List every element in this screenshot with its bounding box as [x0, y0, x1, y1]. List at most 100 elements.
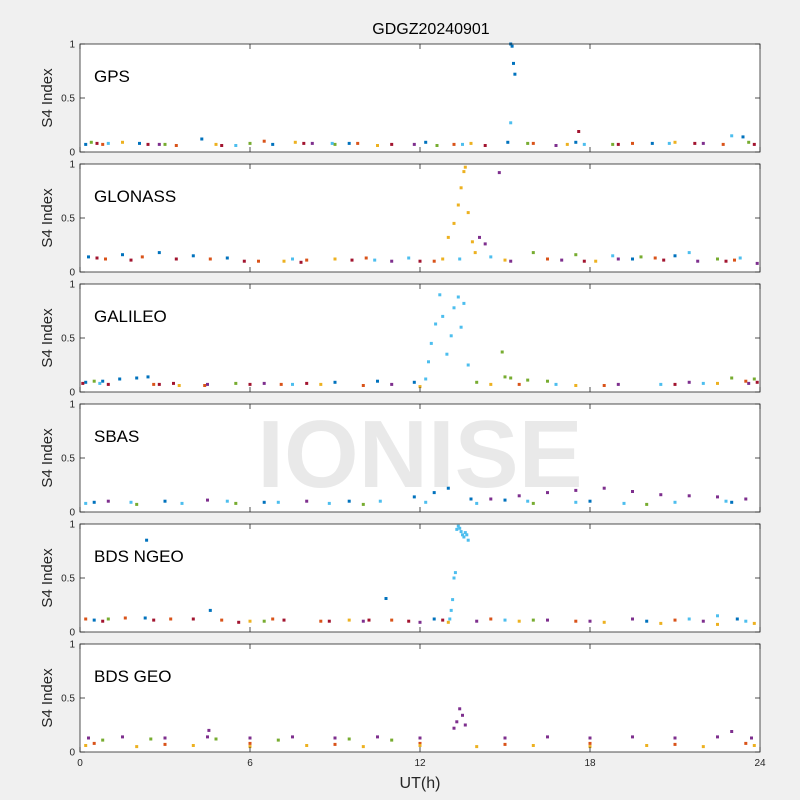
data-point	[466, 363, 470, 367]
data-point	[149, 737, 153, 741]
panel-3: 0 0.5 1 SBAS S4 Index	[39, 400, 761, 519]
data-point	[140, 255, 144, 259]
data-point	[92, 618, 96, 622]
data-point	[333, 736, 337, 740]
panel-0: 0 0.5 1 GPS S4 Index	[39, 40, 761, 159]
data-point	[248, 745, 252, 749]
data-point	[616, 142, 620, 146]
data-point	[673, 140, 677, 144]
data-point	[716, 622, 719, 626]
panels-group: 0 0.5 1 GPS S4 Index 0 0.5 1 GLONASS S4 Index 0 0.5…	[39, 40, 766, 770]
data-point	[248, 141, 252, 145]
x-tick-label: 18	[584, 758, 596, 769]
data-point	[602, 384, 606, 387]
panel-4: 0 0.5 1 BDS NGEO S4 Index	[39, 520, 761, 639]
data-point	[89, 140, 93, 144]
data-point	[531, 251, 535, 255]
x-tick-label: 24	[754, 758, 766, 769]
data-point	[424, 500, 428, 504]
data-point	[163, 499, 167, 503]
data-point	[506, 140, 510, 144]
data-point	[152, 618, 156, 622]
data-point	[554, 382, 558, 386]
data-point	[242, 259, 246, 263]
y-tick-label: 1	[69, 640, 75, 651]
data-point	[662, 258, 666, 262]
y-axis-label: S4 Index	[39, 188, 56, 248]
y-tick-label: 1	[69, 520, 75, 531]
panel-label: SBAS	[94, 427, 139, 446]
data-point	[513, 72, 517, 76]
data-point	[478, 235, 481, 239]
data-point	[639, 255, 643, 259]
data-point	[145, 538, 149, 542]
data-point	[452, 306, 456, 310]
data-point	[687, 494, 691, 498]
data-point	[574, 500, 578, 504]
data-point	[214, 737, 218, 741]
data-point	[489, 255, 493, 259]
data-point	[503, 498, 507, 502]
data-point	[645, 744, 649, 747]
data-point	[92, 741, 96, 745]
data-point	[390, 382, 394, 386]
data-point	[361, 502, 365, 506]
y-tick-label: 0	[69, 148, 75, 159]
data-point	[463, 723, 467, 727]
data-point	[452, 726, 456, 730]
data-point	[449, 608, 453, 612]
data-point	[376, 735, 379, 739]
data-point	[248, 382, 252, 386]
data-point	[659, 382, 663, 386]
data-point	[673, 500, 677, 504]
data-point	[163, 736, 167, 740]
data-point	[327, 501, 331, 505]
data-point	[451, 598, 455, 602]
data-point	[138, 141, 141, 145]
data-point	[248, 741, 252, 745]
data-point	[631, 141, 634, 145]
data-point	[673, 618, 677, 622]
data-point	[101, 379, 105, 383]
data-point	[432, 617, 436, 621]
data-point	[418, 620, 422, 624]
data-point	[257, 259, 260, 263]
data-point	[441, 618, 445, 622]
data-point	[503, 375, 507, 379]
data-point	[730, 376, 734, 380]
data-point	[163, 742, 167, 746]
data-point	[489, 382, 493, 386]
data-point	[469, 141, 473, 145]
data-point	[574, 619, 578, 623]
data-point	[445, 352, 449, 356]
data-point	[347, 618, 351, 622]
data-point	[424, 377, 428, 381]
data-point	[276, 500, 280, 504]
data-point	[456, 203, 460, 207]
data-point	[390, 142, 394, 146]
data-point	[95, 256, 99, 260]
data-point	[574, 140, 578, 144]
data-point	[735, 617, 739, 621]
y-tick-label: 0.5	[61, 694, 75, 705]
y-tick-label: 0.5	[61, 214, 75, 225]
data-point	[673, 254, 677, 258]
data-point	[716, 495, 719, 499]
data-point	[503, 258, 507, 262]
data-point	[574, 253, 578, 257]
data-point	[546, 379, 549, 383]
data-point	[461, 713, 464, 717]
data-point	[489, 617, 493, 621]
data-point	[483, 144, 487, 147]
data-point	[667, 141, 671, 145]
y-tick-label: 0	[69, 268, 75, 279]
data-point	[716, 257, 719, 261]
data-point	[659, 621, 663, 625]
data-point	[106, 382, 110, 386]
data-point	[701, 745, 705, 749]
data-point	[174, 144, 178, 147]
y-tick-label: 1	[69, 280, 75, 291]
panel-label: BDS GEO	[94, 667, 171, 686]
data-point	[291, 257, 294, 261]
data-point	[452, 221, 456, 225]
